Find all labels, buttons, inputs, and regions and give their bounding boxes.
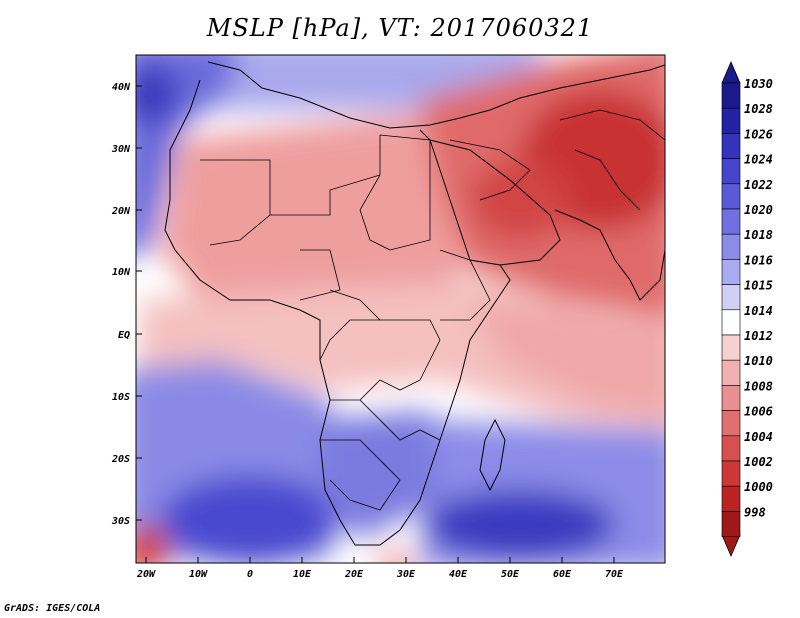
colorbar-label: 1002 [744,455,773,469]
lon-label: 10W [189,569,208,580]
colorbar-label: 1020 [744,203,773,217]
lat-label: 10S [112,392,130,403]
colorbar: 1030 1028 1026 1024 1022 1020 1018 1016 1015 1014… [721,60,773,558]
colorbar-label: 1028 [744,102,773,116]
lat-label: EQ [118,330,130,341]
lat-label: 20S [111,454,130,465]
lon-label: 40E [449,569,468,580]
credit-text: GrADS: IGES/COLA [4,603,101,614]
colorbar-swatch [721,460,741,487]
colorbar-label: 1004 [744,430,773,444]
colorbar-swatch [721,334,741,361]
colorbar-swatch [721,511,741,537]
colorbar-swatch [721,107,741,134]
pressure-field [136,55,665,563]
lat-label: 20N [111,206,131,217]
colorbar-label: 1014 [744,304,773,318]
coastlines [164,61,665,546]
colorbar-swatch [721,435,741,462]
colorbar-swatch [721,410,741,437]
colorbar-swatch [721,259,741,285]
colorbar-swatch [721,359,741,386]
colorbar-swatch [721,133,741,159]
colorbar-label: 1018 [744,228,773,242]
lon-label: 30E [396,569,416,580]
political-borders [200,109,665,511]
colorbar-label: 1012 [744,329,773,343]
colorbar-label: 1024 [744,153,773,167]
colorbar-label: 1010 [744,354,773,368]
colorbar-swatch [721,485,741,512]
colorbar-label: 1022 [744,178,773,192]
lat-label: 30S [111,516,130,527]
colorbar-swatch [721,183,741,210]
colorbar-label: 1008 [744,379,773,393]
colorbar-swatch [721,233,741,260]
lat-label: 10N [112,267,131,278]
colorbar-label: 998 [744,505,766,519]
colorbar-label: 1006 [744,405,773,419]
colorbar-swatch [721,208,741,235]
colorbar-label: 1016 [744,253,773,267]
lon-label: 50E [501,569,520,580]
lat-label: 30N [111,144,131,155]
colorbar-label: 1000 [744,480,773,494]
lon-label: 20E [344,569,364,580]
colorbar-top-arrow [721,60,741,84]
lon-label: 0 [247,569,253,580]
lon-label: 70E [605,569,624,580]
colorbar-swatch [721,158,741,185]
colorbar-swatch [721,309,741,336]
latitude-axis: 40N 30N 20N 10N EQ 10S 20S 30S [111,82,142,527]
colorbar-label: 1026 [744,127,773,141]
lon-label: 10E [293,569,312,580]
lon-label: 60E [553,569,572,580]
lon-label: 20W [136,569,156,580]
colorbar-bottom-arrow [721,534,741,558]
longitude-axis: 20W 10W 0 10E 20E 30E 40E 50E 60E 70E [136,557,624,580]
colorbar-label: 1015 [744,279,773,293]
colorbar-swatch [721,82,741,109]
colorbar-swatch [721,385,741,411]
colorbar-label: 1030 [744,77,773,91]
colorbar-swatch [721,284,741,311]
lat-label: 40N [112,82,131,93]
map-title: MSLP [hPa], VT: 2017060321 [206,14,594,42]
plot-frame [135,54,666,564]
